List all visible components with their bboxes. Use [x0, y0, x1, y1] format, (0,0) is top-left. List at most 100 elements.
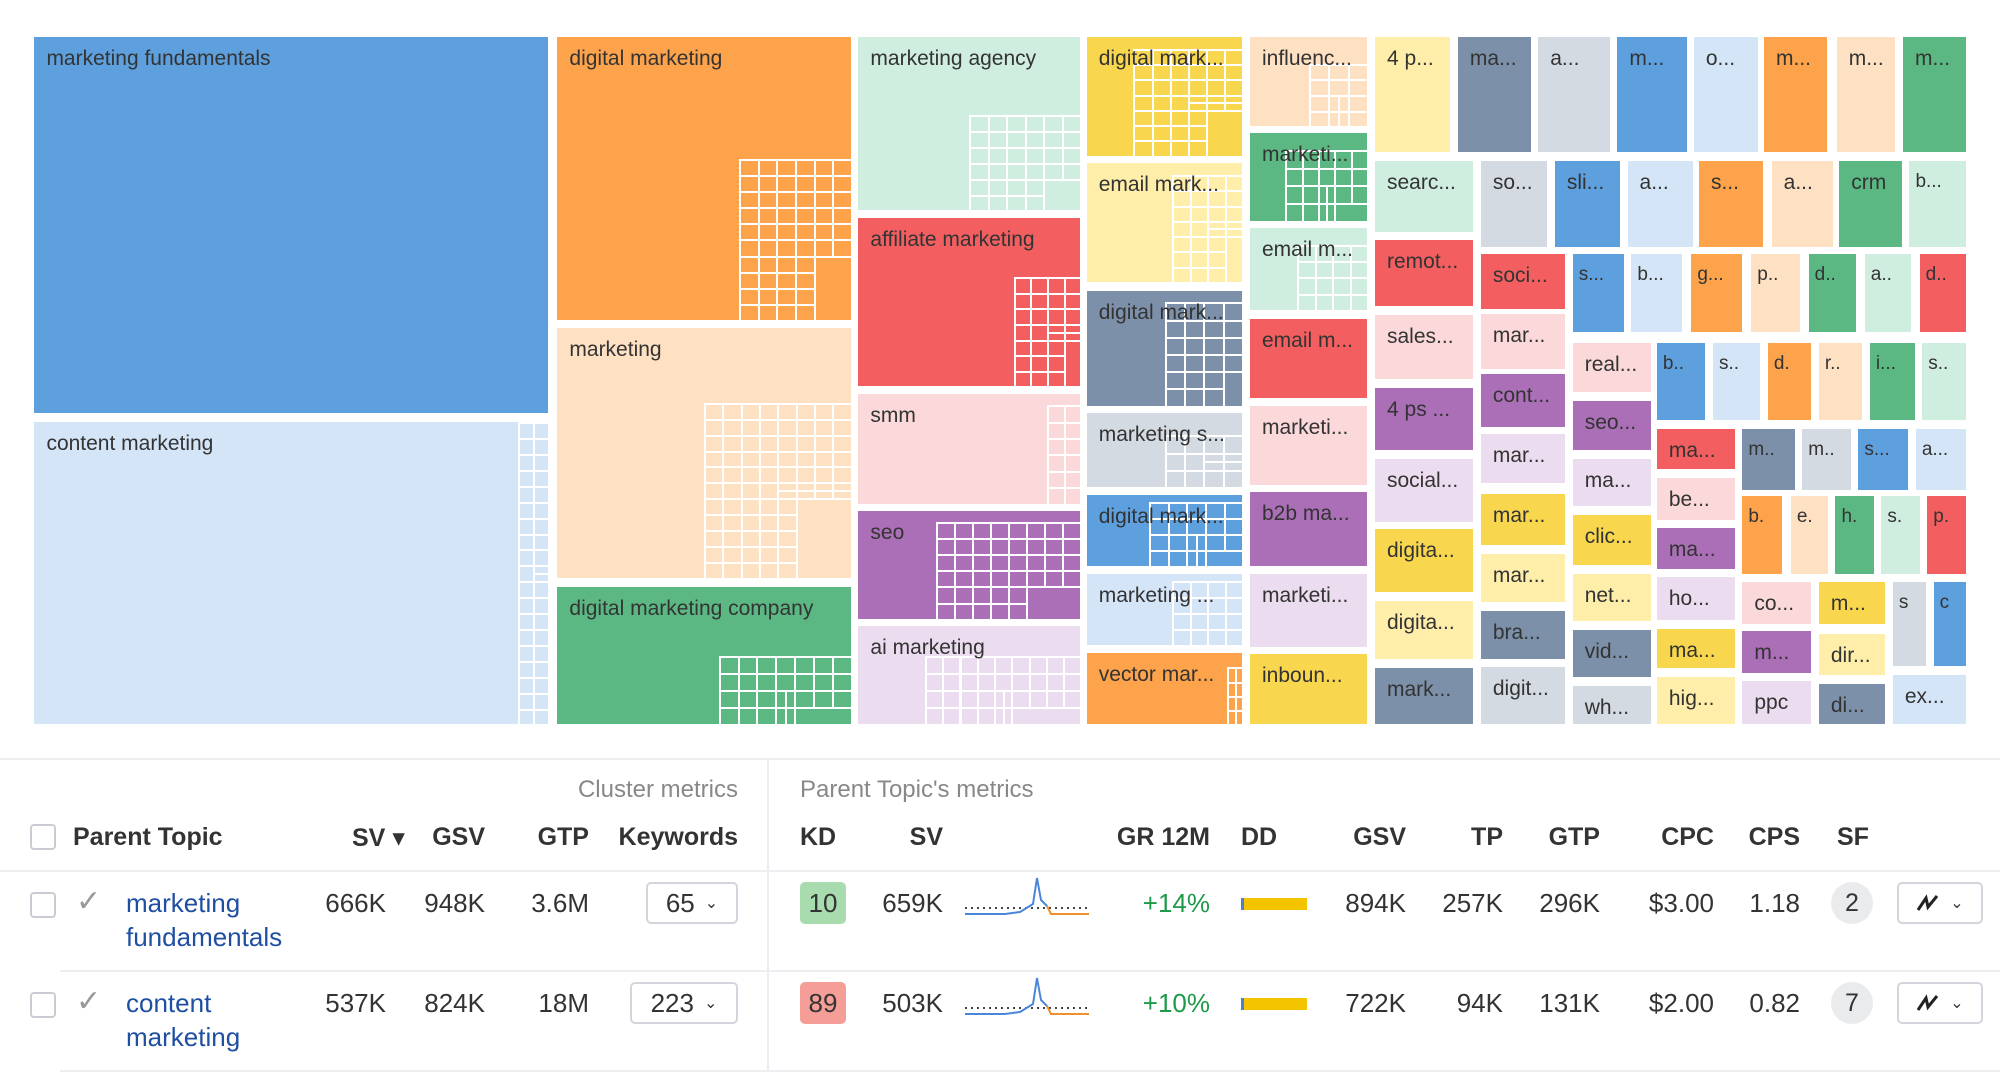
treemap-tile[interactable]: s..: [1713, 343, 1761, 420]
treemap-tile[interactable]: marketi...: [1250, 573, 1368, 647]
treemap-tile[interactable]: mark...: [1375, 668, 1474, 725]
treemap-tile[interactable]: soci...: [1480, 253, 1566, 309]
treemap-tile[interactable]: c: [1933, 581, 1966, 666]
treemap-tile[interactable]: affiliate marketing: [858, 218, 1081, 387]
treemap-tile[interactable]: p..: [1751, 253, 1800, 332]
header-pt-gtp[interactable]: GTP: [1548, 823, 1600, 851]
treemap-tile[interactable]: di...: [1818, 683, 1886, 725]
treemap-tile[interactable]: mar...: [1480, 433, 1566, 484]
keywords-dropdown[interactable]: 223 ⌄: [630, 982, 738, 1024]
header-pt-gsv[interactable]: GSV: [1353, 823, 1406, 851]
header-gtp[interactable]: GTP: [537, 823, 589, 851]
treemap-tile[interactable]: mar...: [1480, 493, 1566, 545]
parent-topic-link[interactable]: marketing fundamentals: [126, 886, 282, 954]
treemap-tile[interactable]: i...: [1869, 343, 1915, 420]
treemap-tile[interactable]: marketing agency: [858, 36, 1081, 211]
treemap-tile[interactable]: content marketing: [34, 422, 549, 725]
treemap-tile[interactable]: d.: [1767, 343, 1812, 420]
treemap-tile[interactable]: ma...: [1572, 459, 1651, 507]
treemap-tile[interactable]: mar...: [1480, 553, 1566, 603]
treemap-tile[interactable]: digita...: [1375, 529, 1474, 592]
treemap-tile[interactable]: clic...: [1572, 515, 1651, 566]
treemap-tile[interactable]: net...: [1572, 573, 1651, 622]
header-cps[interactable]: CPS: [1748, 823, 1800, 851]
treemap-tile[interactable]: hig...: [1656, 677, 1735, 725]
treemap-tile[interactable]: s...: [1858, 428, 1909, 490]
treemap-tile[interactable]: b.: [1742, 496, 1782, 574]
treemap-tile[interactable]: co...: [1742, 581, 1812, 624]
sf-badge[interactable]: 7: [1831, 982, 1873, 1024]
treemap-tile[interactable]: m..: [1802, 428, 1851, 490]
treemap-tile[interactable]: s.: [1881, 496, 1920, 574]
treemap-tile[interactable]: marketi...: [1250, 132, 1368, 221]
treemap-tile[interactable]: s...: [1698, 160, 1763, 248]
treemap-tile[interactable]: email m...: [1250, 318, 1368, 398]
treemap-tile[interactable]: a...: [1771, 160, 1833, 248]
treemap-tile[interactable]: sales...: [1375, 315, 1474, 379]
treemap-tile[interactable]: ma...: [1656, 428, 1735, 470]
treemap-tile[interactable]: digita...: [1375, 600, 1474, 660]
trend-chart-button[interactable]: ⌄: [1897, 882, 1983, 924]
treemap-tile[interactable]: vid...: [1572, 630, 1651, 678]
row-checkbox[interactable]: [30, 892, 56, 918]
treemap-tile[interactable]: h.: [1835, 496, 1874, 574]
treemap-tile[interactable]: marketi...: [1250, 405, 1368, 485]
treemap-tile[interactable]: m...: [1818, 581, 1886, 624]
header-keywords[interactable]: Keywords: [618, 823, 738, 851]
treemap-tile[interactable]: m..: [1742, 428, 1795, 490]
treemap-tile[interactable]: sli...: [1554, 160, 1620, 248]
row-checkbox[interactable]: [30, 992, 56, 1018]
treemap-tile[interactable]: ai marketing: [858, 626, 1081, 725]
treemap-tile[interactable]: ma...: [1656, 528, 1735, 569]
treemap-tile[interactable]: m...: [1617, 36, 1688, 152]
sf-badge[interactable]: 2: [1831, 882, 1873, 924]
treemap-tile[interactable]: marketing ...: [1086, 573, 1243, 646]
treemap-tile[interactable]: smm: [858, 394, 1081, 504]
treemap-tile[interactable]: real...: [1572, 343, 1651, 392]
treemap-tile[interactable]: s...: [1572, 253, 1624, 332]
treemap-tile[interactable]: email m...: [1250, 228, 1368, 310]
treemap-tile[interactable]: m...: [1742, 631, 1812, 674]
treemap-tile[interactable]: 4 p...: [1375, 36, 1451, 152]
treemap-tile[interactable]: so...: [1480, 160, 1548, 248]
treemap-tile[interactable]: a..: [1864, 253, 1911, 332]
treemap-tile[interactable]: marketing fundamentals: [34, 36, 549, 414]
header-gsv[interactable]: GSV: [432, 823, 485, 851]
treemap-tile[interactable]: marketing s...: [1086, 413, 1243, 488]
treemap-tile[interactable]: mar...: [1480, 313, 1566, 369]
treemap-tile[interactable]: marketing: [557, 327, 851, 578]
treemap-tile[interactable]: p.: [1927, 496, 1966, 574]
treemap-tile[interactable]: e.: [1790, 496, 1828, 574]
select-all-checkbox[interactable]: [30, 824, 56, 850]
header-parent-topic[interactable]: Parent Topic: [73, 823, 223, 851]
treemap-tile[interactable]: digital marketing: [557, 36, 851, 321]
treemap-tile[interactable]: wh...: [1572, 686, 1651, 725]
keywords-dropdown[interactable]: 65 ⌄: [646, 882, 738, 924]
treemap-tile[interactable]: b...: [1909, 160, 1966, 248]
header-kd[interactable]: KD: [800, 823, 837, 851]
treemap-tile[interactable]: 4 ps ...: [1375, 387, 1474, 451]
treemap-tile[interactable]: be...: [1656, 478, 1735, 521]
parent-topic-link[interactable]: content marketing: [126, 986, 240, 1054]
treemap-tile[interactable]: ho...: [1656, 576, 1735, 620]
treemap-tile[interactable]: g...: [1691, 253, 1743, 332]
trend-chart-button[interactable]: ⌄: [1897, 982, 1983, 1024]
treemap-tile[interactable]: cont...: [1480, 373, 1566, 428]
treemap-tile[interactable]: a...: [1915, 428, 1966, 490]
treemap-tile[interactable]: r..: [1818, 343, 1863, 420]
treemap-tile[interactable]: d..: [1919, 253, 1966, 332]
treemap-tile[interactable]: s: [1892, 581, 1926, 666]
treemap-tile[interactable]: digital mark...: [1086, 36, 1243, 156]
treemap-tile[interactable]: b..: [1656, 343, 1706, 420]
treemap-tile[interactable]: email mark...: [1086, 163, 1243, 282]
treemap-tile[interactable]: a...: [1627, 160, 1693, 248]
treemap-tile[interactable]: digit...: [1480, 667, 1566, 725]
treemap-tile[interactable]: m...: [1764, 36, 1827, 152]
treemap-tile[interactable]: inboun...: [1250, 654, 1368, 725]
treemap-tile[interactable]: ppc: [1742, 681, 1812, 725]
treemap-tile[interactable]: b...: [1631, 253, 1683, 332]
treemap-tile[interactable]: dir...: [1818, 633, 1886, 675]
treemap-tile[interactable]: digital mark...: [1086, 290, 1243, 406]
treemap-tile[interactable]: m...: [1836, 36, 1896, 152]
treemap-tile[interactable]: b2b ma...: [1250, 492, 1368, 567]
